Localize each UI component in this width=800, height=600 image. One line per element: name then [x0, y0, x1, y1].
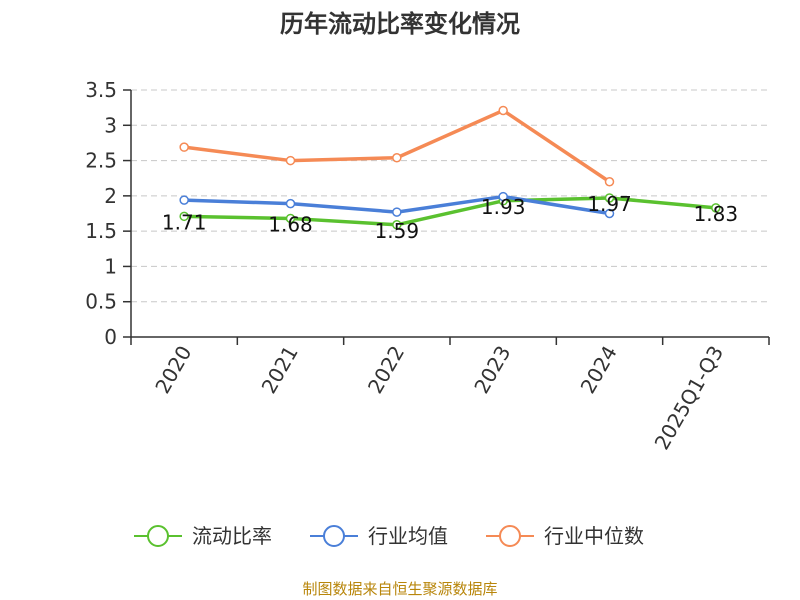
- data-label: 1.97: [587, 192, 632, 216]
- data-point: [179, 195, 189, 205]
- legend-label: 流动比率: [192, 524, 272, 548]
- legend-marker: [499, 525, 521, 547]
- legend-label: 行业均值: [368, 524, 448, 548]
- legend-item[interactable]: 流动比率: [134, 524, 272, 548]
- data-point: [604, 176, 615, 187]
- data-point: [285, 198, 296, 209]
- legend-marker: [323, 525, 345, 547]
- data-point: [285, 213, 296, 224]
- grid-lines: [131, 89, 769, 303]
- data-point: [179, 142, 189, 152]
- data-point: [604, 193, 615, 203]
- data-point: [285, 155, 296, 166]
- data-labels: 1.71 1.68 1.59 1.93 1.97 1.83: [162, 192, 738, 243]
- data-label: 1.59: [375, 219, 420, 243]
- legend-marker: [147, 525, 169, 547]
- data-point: [711, 203, 721, 213]
- y-tick-label: 2: [104, 184, 117, 208]
- data-point: [498, 105, 508, 116]
- y-tick-label: 0.5: [85, 290, 117, 314]
- series-line: [182, 108, 612, 184]
- legend-item[interactable]: 行业均值: [310, 524, 448, 548]
- legend-item[interactable]: 行业中位数: [486, 524, 644, 548]
- data-point: [392, 207, 402, 217]
- y-tick-label: 2.5: [85, 149, 117, 173]
- data-label: 1.68: [268, 212, 313, 236]
- data-point: [498, 191, 508, 202]
- x-tick-label: 2023: [469, 341, 515, 397]
- data-label: 1.93: [481, 195, 526, 219]
- y-tick-label: 3.5: [85, 78, 117, 102]
- legend[interactable]: 流动比率 行业均值 行业中位数: [134, 524, 644, 548]
- x-tick-label: 2022: [363, 342, 409, 398]
- data-source-note: 制图数据来自恒生聚源数据库: [302, 580, 497, 598]
- data-label: 1.83: [694, 202, 739, 226]
- series-lines: [179, 105, 721, 230]
- y-tick-label: 1: [104, 254, 117, 278]
- x-tick-label: 2020: [150, 342, 196, 398]
- data-point: [179, 211, 189, 222]
- y-tick-label: 3: [104, 113, 117, 137]
- axes: 0 0.5 1 1.5 2 2.5 3 3.5 2020 2021 2022 2023 2024 2025…: [85, 78, 770, 454]
- x-tick-label: 2024: [576, 342, 622, 398]
- data-point: [604, 208, 615, 219]
- x-tick-label: 2021: [257, 342, 303, 398]
- data-point: [392, 152, 402, 163]
- data-label: 1.71: [162, 210, 207, 234]
- chart-title: 历年流动比率变化情况: [280, 10, 520, 38]
- y-tick-label: 0: [104, 325, 117, 349]
- x-tick-label: 2025Q1-Q3: [649, 342, 728, 454]
- y-tick-label: 1.5: [85, 219, 117, 243]
- legend-label: 行业中位数: [544, 524, 644, 548]
- series-line: [182, 196, 718, 227]
- data-point: [392, 220, 402, 230]
